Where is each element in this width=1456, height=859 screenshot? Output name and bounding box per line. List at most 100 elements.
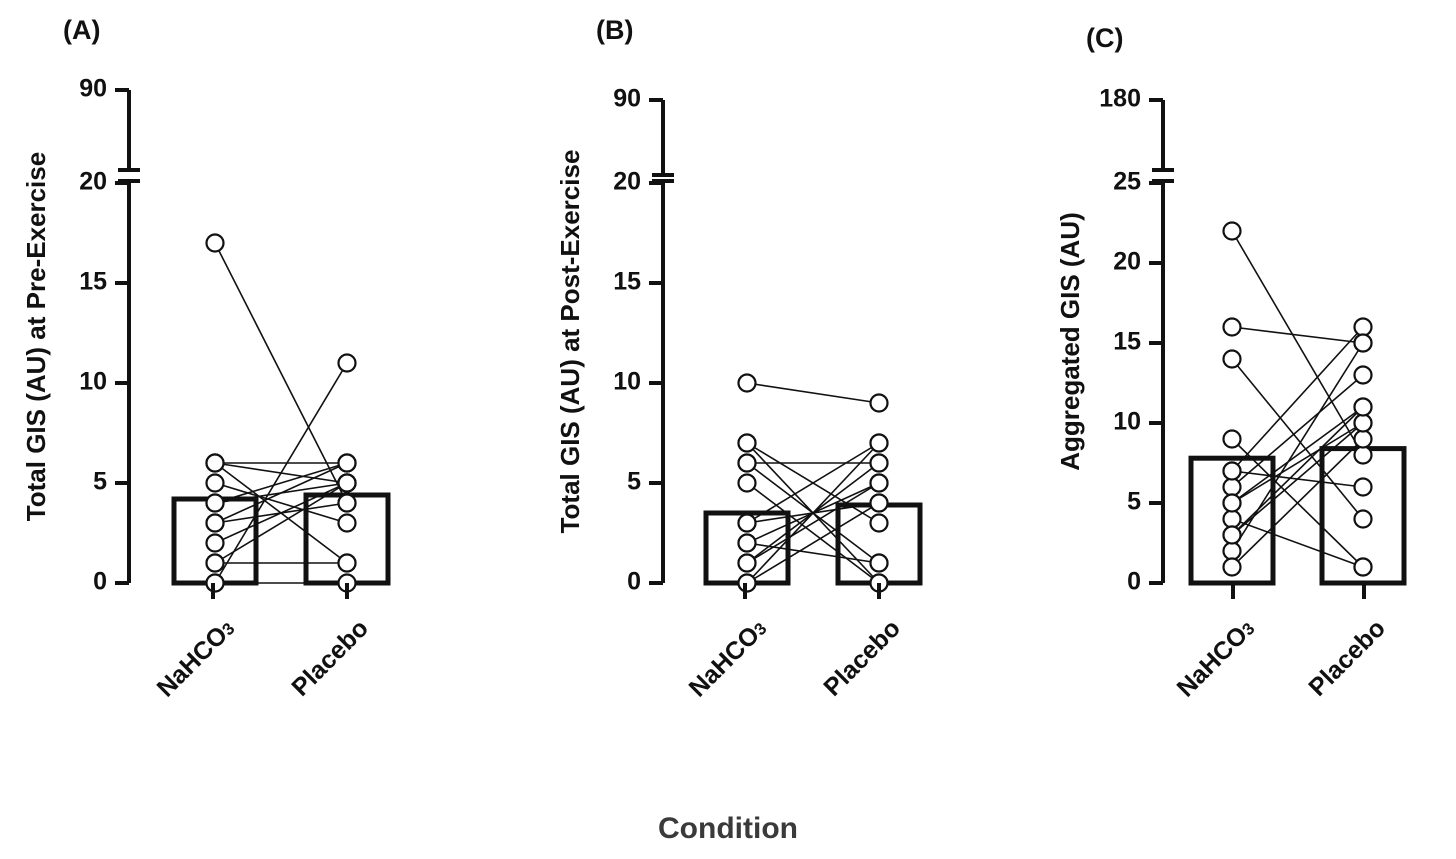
pair-line [1231, 358, 1364, 520]
y-tick-label: 15 [79, 268, 107, 296]
data-point-placebo [869, 493, 889, 513]
pair-line [746, 502, 880, 524]
x-category-label-text: Placebo [286, 614, 374, 702]
data-point-placebo [1353, 445, 1373, 465]
x-category-label: NaHCO3 [1171, 614, 1259, 702]
pair-line [214, 502, 348, 524]
data-point-placebo [869, 473, 889, 493]
y-tick-label: 5 [627, 468, 641, 496]
pair-line [1231, 374, 1364, 488]
data-point-nahco3 [205, 493, 225, 513]
data-point-placebo [869, 513, 889, 533]
data-point-nahco3 [737, 453, 757, 473]
data-point-nahco3 [1222, 461, 1242, 481]
data-point-nahco3 [205, 233, 225, 253]
y-axis-label: Total GIS (AU) at Pre-Exercise [21, 152, 51, 521]
data-point-placebo [1353, 397, 1373, 417]
pair-line [1231, 326, 1364, 472]
data-point-nahco3 [737, 473, 757, 493]
chart-panel-a: (A) 0 5 10 15 20 90 Total GIS (AU) at Pre-Exerc… [21, 15, 391, 702]
y-tick-label: 5 [1127, 488, 1141, 516]
pair-line [746, 502, 880, 584]
pair-line [214, 462, 348, 524]
x-category-label: NaHCO3 [683, 614, 771, 702]
x-category-label: Placebo [818, 614, 906, 702]
pair-line [214, 242, 348, 504]
y-tick-label: 0 [627, 568, 641, 596]
x-category-label: NaHCO3 [151, 614, 239, 702]
pair-line [214, 482, 348, 564]
y-tick-label-upper: 90 [613, 85, 641, 113]
data-point-nahco3 [1222, 557, 1242, 577]
panel-label: (B) [596, 15, 633, 45]
x-category-label-text: Placebo [1303, 614, 1391, 702]
y-tick-label: 20 [79, 168, 107, 196]
chart-panel-c: (C) 0 5 10 15 20 25 180 Aggregated GIS (AU) NaHCO… [1055, 23, 1407, 702]
pair-line [1231, 326, 1364, 344]
data-point-placebo [1353, 317, 1373, 337]
pair-line [746, 382, 880, 404]
data-point-placebo [337, 553, 357, 573]
common-x-axis-label: Condition [658, 812, 798, 845]
pair-line [1231, 518, 1364, 568]
data-point-placebo [1353, 413, 1373, 433]
panel-label: (C) [1086, 23, 1123, 53]
data-point-placebo [1353, 477, 1373, 497]
pair-line [214, 462, 348, 504]
y-tick-label: 0 [1127, 568, 1141, 596]
data-point-nahco3 [205, 513, 225, 533]
data-point-nahco3 [737, 433, 757, 453]
y-axis-label: Aggregated GIS (AU) [1055, 212, 1085, 471]
pair-line [214, 482, 348, 524]
x-category-label-text: NaHCO [683, 621, 765, 703]
data-point-placebo [1353, 509, 1373, 529]
y-tick-label-upper: 180 [1099, 85, 1141, 113]
data-point-placebo [337, 493, 357, 513]
data-point-nahco3 [1222, 429, 1242, 449]
data-point-placebo [337, 453, 357, 473]
y-tick-label: 10 [1113, 408, 1141, 436]
data-point-nahco3 [1222, 349, 1242, 369]
y-tick-label: 15 [613, 268, 641, 296]
data-point-nahco3 [737, 513, 757, 533]
pair-line [746, 442, 880, 524]
chart-panel-b: (B) 0 5 10 15 20 90 Total GIS (AU) at Post-Exer… [555, 15, 923, 702]
data-point-nahco3 [1222, 525, 1242, 545]
y-axis-label: Total GIS (AU) at Post-Exercise [555, 150, 585, 534]
data-point-nahco3 [1222, 317, 1242, 337]
data-point-nahco3 [737, 553, 757, 573]
pair-line [746, 542, 880, 564]
pair-line [1231, 470, 1364, 488]
data-point-nahco3 [1222, 477, 1242, 497]
data-point-nahco3 [737, 533, 757, 553]
y-tick-label: 5 [93, 468, 107, 496]
data-point-nahco3 [737, 373, 757, 393]
data-point-placebo [1353, 557, 1373, 577]
data-point-nahco3 [205, 553, 225, 573]
y-tick-label: 15 [1113, 328, 1141, 356]
data-point-placebo [869, 393, 889, 413]
data-point-nahco3 [205, 533, 225, 553]
pair-line [1231, 438, 1364, 568]
data-point-nahco3 [1222, 221, 1242, 241]
pair-line [1231, 406, 1364, 504]
data-point-placebo [1353, 365, 1373, 385]
data-point-placebo [869, 433, 889, 453]
data-point-placebo [1353, 429, 1373, 449]
x-category-label: Placebo [286, 614, 374, 702]
panel-label: (A) [63, 15, 100, 45]
x-category-label-text: NaHCO [151, 621, 233, 703]
pair-line [1231, 230, 1364, 456]
y-tick-label: 10 [79, 368, 107, 396]
data-point-placebo [337, 473, 357, 493]
y-tick-label: 20 [1113, 248, 1141, 276]
data-point-placebo [1353, 333, 1373, 353]
data-point-nahco3 [205, 453, 225, 473]
data-point-nahco3 [1222, 493, 1242, 513]
y-tick-label: 10 [613, 368, 641, 396]
y-tick-label-upper: 90 [79, 75, 107, 103]
data-point-nahco3 [1222, 541, 1242, 561]
pair-line [746, 482, 880, 584]
data-point-nahco3 [205, 473, 225, 493]
